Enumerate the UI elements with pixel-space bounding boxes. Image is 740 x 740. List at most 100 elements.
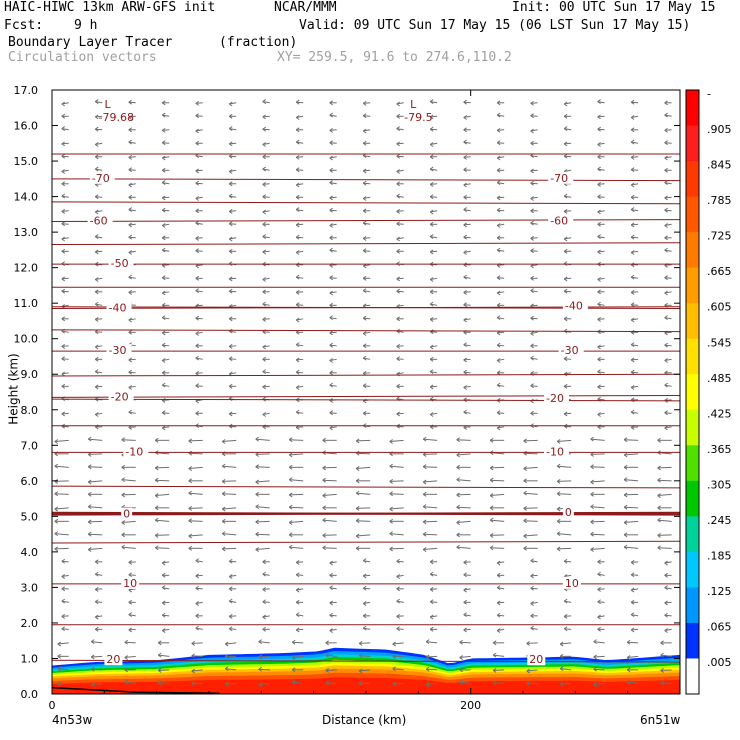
- vector-head: [128, 317, 133, 323]
- vector-head: [228, 126, 233, 132]
- vector-shaft: [325, 654, 337, 657]
- vector-shaft: [664, 399, 672, 401]
- vector-shaft: [222, 507, 237, 510]
- vector-head: [161, 290, 166, 296]
- vector-shaft: [121, 439, 136, 441]
- vector-head: [161, 207, 166, 213]
- vector-head: [161, 315, 166, 321]
- vector-shaft: [229, 628, 237, 630]
- vector-head: [195, 370, 199, 376]
- vector-head: [563, 316, 568, 322]
- vector-head: [597, 356, 601, 362]
- vector-head: [288, 464, 293, 470]
- vector-head: [623, 520, 628, 525]
- vector-head: [61, 101, 66, 107]
- vector-head: [396, 236, 400, 242]
- vector-head: [195, 288, 199, 294]
- vector-head: [630, 167, 635, 173]
- vector-shaft: [363, 574, 371, 577]
- vector-head: [422, 547, 427, 552]
- contour-line: [51, 178, 681, 182]
- vector-head: [124, 667, 129, 673]
- colorbar-label: .005: [707, 656, 732, 669]
- vector-shaft: [57, 642, 69, 645]
- vector-shaft: [627, 655, 639, 659]
- vector-head: [664, 315, 668, 321]
- vector-head: [258, 682, 262, 687]
- vector-head: [87, 479, 92, 485]
- vector-head: [630, 289, 635, 295]
- colorbar-label: .065: [707, 620, 732, 633]
- vector-head: [329, 155, 333, 161]
- vector-shaft: [463, 304, 471, 306]
- vector-shaft: [329, 209, 337, 212]
- vector-head: [61, 141, 66, 147]
- vector-head: [288, 532, 293, 538]
- vector-shaft: [597, 183, 605, 185]
- vector-head: [362, 180, 367, 186]
- vector-head: [429, 166, 434, 172]
- vector-head: [563, 288, 568, 294]
- contour-label-bg: [562, 299, 588, 312]
- vector-shaft: [61, 142, 69, 145]
- vector-head: [362, 128, 367, 134]
- y-tick-label: 7.0: [21, 439, 39, 452]
- vector-shaft: [222, 493, 237, 495]
- vector-head: [329, 290, 333, 296]
- vector-head: [392, 681, 396, 687]
- vector-shaft: [597, 385, 605, 388]
- vector-head: [262, 614, 266, 620]
- vector-head: [128, 560, 133, 565]
- contour-label-bg: [527, 653, 546, 666]
- vector-shaft: [657, 547, 672, 549]
- contour-label: -20: [546, 392, 564, 405]
- vector-head: [195, 196, 199, 201]
- vector-shaft: [95, 588, 103, 590]
- vector-head: [463, 409, 467, 415]
- contour-label-bg: [548, 214, 574, 227]
- vector-head: [329, 247, 333, 253]
- colorbar-label: -: [707, 88, 711, 101]
- vector-head: [128, 115, 133, 120]
- vector-shaft: [593, 668, 605, 671]
- vector-head: [429, 234, 434, 240]
- vector-head: [523, 490, 527, 496]
- vector-head: [422, 519, 427, 525]
- vector-shaft: [564, 155, 572, 158]
- vector-head: [188, 466, 192, 471]
- vector-head: [94, 412, 99, 417]
- vector-shaft: [564, 425, 572, 428]
- vector-head: [597, 412, 601, 417]
- vector-shaft: [463, 561, 471, 563]
- vector-shaft: [61, 628, 69, 630]
- vector-head: [559, 653, 564, 659]
- vector-head: [61, 193, 66, 199]
- vector-head: [295, 182, 300, 188]
- vector-head: [492, 668, 497, 673]
- vector-head: [492, 652, 497, 658]
- vector-head: [389, 463, 393, 469]
- colorbar-segment: [686, 196, 699, 233]
- vector-head: [389, 491, 393, 497]
- vector-head: [358, 680, 363, 686]
- vector-head: [463, 167, 467, 173]
- vector-head: [128, 289, 133, 295]
- x-end-label-left: 4n53w: [52, 713, 93, 727]
- vector-head: [626, 639, 631, 645]
- vector-head: [228, 208, 233, 214]
- vector-head: [530, 343, 534, 349]
- vector-shaft: [222, 465, 237, 468]
- vector-head: [563, 153, 568, 159]
- vector-head: [559, 666, 564, 672]
- vector-shaft: [490, 534, 505, 536]
- contour-label-bg: [544, 445, 570, 458]
- colorbar-label: .785: [707, 194, 732, 207]
- tracer-band-9: [52, 677, 680, 694]
- vector-head: [195, 275, 199, 281]
- vector-shaft: [95, 601, 103, 603]
- vector-shaft: [396, 358, 404, 360]
- vector-head: [530, 558, 534, 564]
- vector-shaft: [396, 223, 404, 225]
- contour-line: [51, 540, 681, 544]
- vector-head: [489, 545, 494, 551]
